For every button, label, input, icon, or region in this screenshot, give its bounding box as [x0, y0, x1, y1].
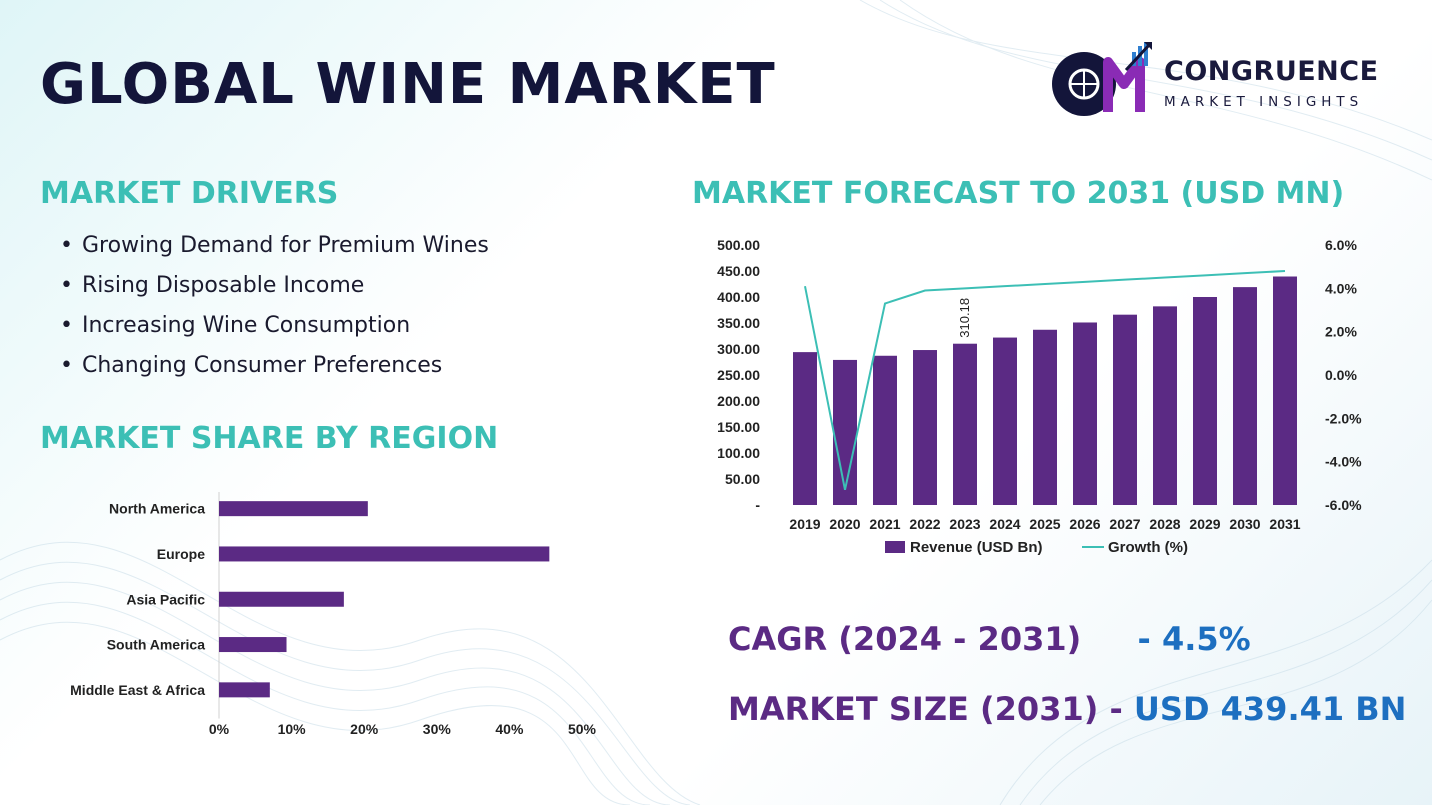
- forecast-y-tick-label: -: [755, 497, 760, 513]
- driver-item: • Increasing Wine Consumption: [60, 313, 411, 338]
- revenue-data-label: 310.18: [957, 298, 972, 338]
- region-category-label: North America: [109, 501, 205, 517]
- legend-swatch-revenue: [885, 541, 905, 553]
- logo-subtitle: MARKET INSIGHTS: [1164, 94, 1364, 110]
- drivers-list: • Growing Demand for Premium Wines • Risin…: [60, 230, 489, 390]
- market-size-separator: -: [1098, 690, 1134, 728]
- revenue-bar: [873, 355, 897, 505]
- forecast-x-tick-label: 2023: [949, 516, 980, 532]
- revenue-bar: [793, 352, 817, 505]
- revenue-bar: [993, 337, 1017, 505]
- driver-item: • Changing Consumer Preferences: [60, 353, 443, 378]
- revenue-bar: [1033, 329, 1057, 505]
- forecast-y-tick-label: 400.00: [717, 289, 760, 305]
- forecast-x-tick-label: 2027: [1109, 516, 1140, 532]
- forecast-x-tick-label: 2022: [909, 516, 940, 532]
- legend-label-revenue: Revenue (USD Bn): [910, 539, 1043, 556]
- forecast-y2-tick-label: -4.0%: [1325, 454, 1362, 470]
- revenue-bar: [1193, 297, 1217, 505]
- revenue-bar: [833, 359, 857, 505]
- forecast-y-tick-label: 300.00: [717, 341, 760, 357]
- forecast-y-tick-label: 200.00: [717, 393, 760, 409]
- driver-item: • Rising Disposable Income: [60, 273, 365, 298]
- revenue-bar: [1233, 287, 1257, 505]
- region-x-tick-label: 30%: [423, 721, 452, 737]
- forecast-y-tick-label: 350.00: [717, 315, 760, 331]
- forecast-x-tick-label: 2019: [789, 516, 820, 532]
- cagr-label: CAGR (2024 - 2031): [728, 620, 1082, 658]
- market-size-value: USD 439.41 BN: [1133, 690, 1407, 728]
- region-title: MARKET SHARE BY REGION: [40, 421, 499, 456]
- revenue-bar: [913, 350, 937, 505]
- region-category-label: Asia Pacific: [126, 591, 205, 607]
- logo-name: CONGRUENCE: [1164, 56, 1379, 87]
- forecast-x-tick-label: 2026: [1069, 516, 1100, 532]
- region-x-tick-label: 20%: [350, 721, 379, 737]
- forecast-y-tick-label: 250.00: [717, 367, 760, 383]
- revenue-bar: [1153, 306, 1177, 505]
- region-bar: [219, 637, 287, 653]
- region-category-label: Middle East & Africa: [70, 682, 205, 698]
- forecast-x-tick-label: 2030: [1229, 516, 1260, 532]
- forecast-combo-chart: - 50.00 100.00 150.00 200.00 250.00 300.00 350.…: [717, 237, 1362, 556]
- region-bar-chart: North America Europe Asia Pacific South Ame…: [70, 492, 597, 737]
- region-x-tick-label: 50%: [568, 721, 597, 737]
- revenue-bar: [1113, 314, 1137, 505]
- region-bar: [219, 591, 344, 607]
- forecast-y-tick-label: 100.00: [717, 445, 760, 461]
- forecast-title: MARKET FORECAST TO 2031 (USD MN): [692, 176, 1345, 211]
- market-size-stat: MARKET SIZE (2031) - USD 439.41 BN: [728, 690, 1406, 728]
- region-x-tick-label: 10%: [278, 721, 307, 737]
- forecast-x-tick-label: 2025: [1029, 516, 1060, 532]
- revenue-bar: [1073, 322, 1097, 505]
- page-title: GLOBAL WINE MARKET: [40, 52, 776, 117]
- region-x-tick-label: 0%: [209, 721, 230, 737]
- forecast-y-tick-label: 150.00: [717, 419, 760, 435]
- forecast-y2-tick-label: 0.0%: [1325, 367, 1357, 383]
- forecast-y2-tick-label: -6.0%: [1325, 497, 1362, 513]
- cagr-stat: CAGR (2024 - 2031) - 4.5%: [728, 620, 1251, 658]
- forecast-y-tick-label: 500.00: [717, 237, 760, 253]
- forecast-y2-tick-label: 6.0%: [1325, 237, 1357, 253]
- region-category-label: Europe: [157, 546, 205, 562]
- driver-item: • Growing Demand for Premium Wines: [60, 233, 489, 258]
- forecast-x-tick-label: 2024: [989, 516, 1020, 532]
- market-size-label: MARKET SIZE (2031): [728, 690, 1099, 728]
- cagr-value: - 4.5%: [1137, 620, 1251, 658]
- forecast-x-tick-label: 2020: [829, 516, 860, 532]
- region-x-tick-label: 40%: [495, 721, 524, 737]
- region-bar: [219, 682, 270, 698]
- region-category-label: South America: [107, 637, 205, 653]
- forecast-x-tick-label: 2031: [1269, 516, 1300, 532]
- drivers-title: MARKET DRIVERS: [40, 176, 339, 211]
- forecast-y-tick-label: 50.00: [725, 471, 760, 487]
- legend-label-growth: Growth (%): [1108, 539, 1188, 556]
- region-bar: [219, 501, 368, 517]
- forecast-y2-tick-label: 4.0%: [1325, 280, 1357, 296]
- region-bar: [219, 546, 550, 562]
- forecast-x-tick-label: 2028: [1149, 516, 1180, 532]
- forecast-y2-tick-label: 2.0%: [1325, 324, 1357, 340]
- revenue-bar: [953, 343, 977, 505]
- forecast-y-tick-label: 450.00: [717, 263, 760, 279]
- revenue-bar: [1273, 276, 1297, 505]
- forecast-x-tick-label: 2021: [869, 516, 900, 532]
- company-logo: CONGRUENCE MARKET INSIGHTS: [1046, 40, 1396, 120]
- growth-line: [804, 270, 1286, 491]
- forecast-x-tick-label: 2029: [1189, 516, 1220, 532]
- forecast-y2-tick-label: -2.0%: [1325, 410, 1362, 426]
- logo-mark: [1052, 42, 1152, 116]
